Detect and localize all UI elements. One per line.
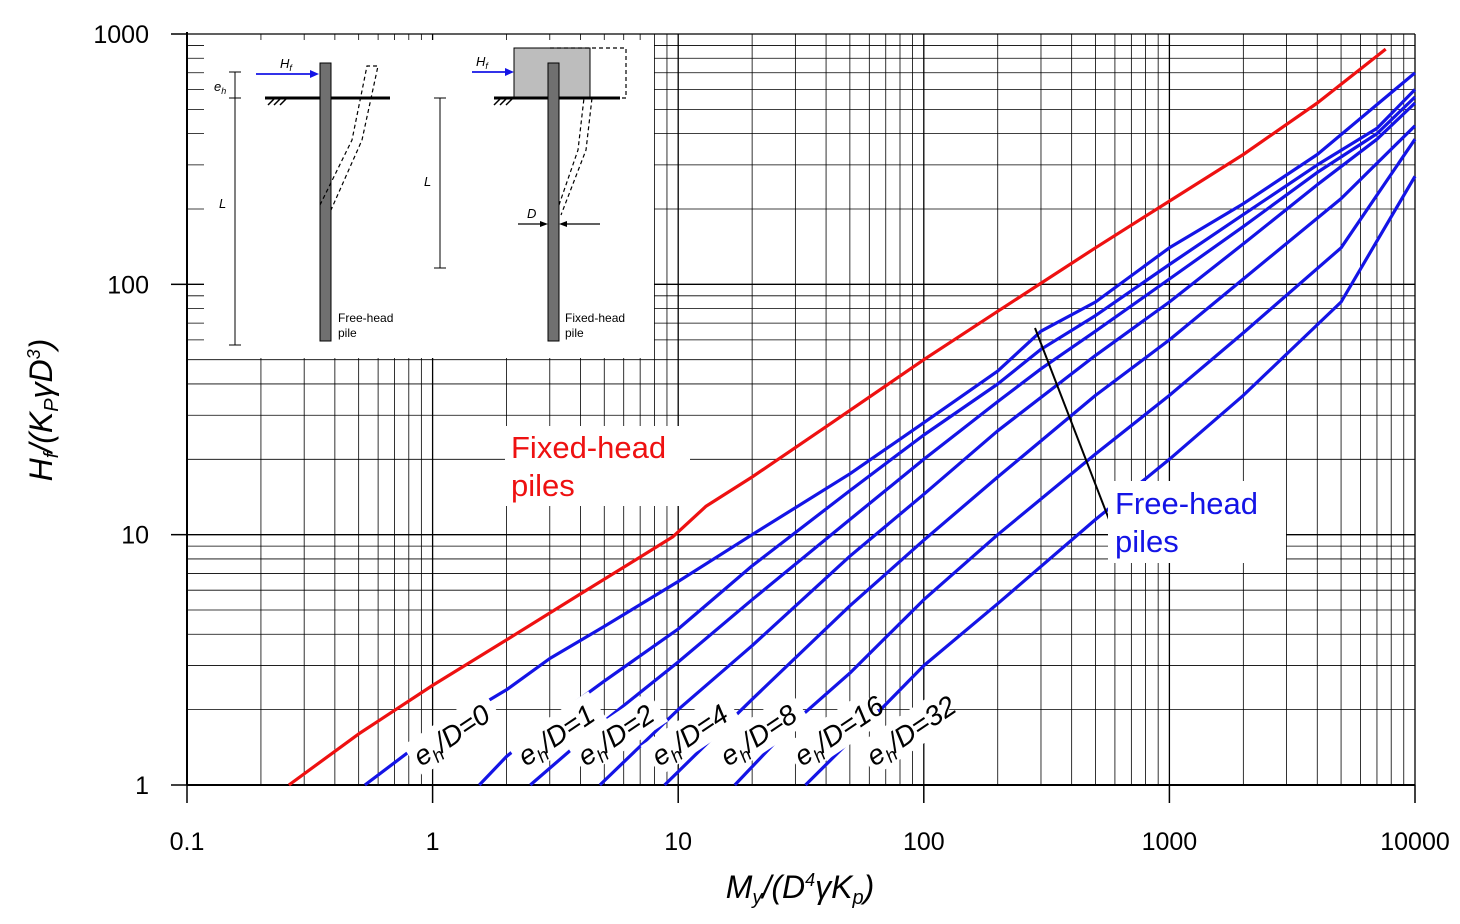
ground-hatch	[505, 98, 513, 106]
y-tick-label: 10	[121, 522, 149, 550]
series-label-bg	[402, 691, 504, 776]
x-tick-label: 0.1	[170, 828, 205, 856]
series-label-bg	[507, 691, 609, 776]
series-line	[363, 71, 1417, 787]
diameter-label: D	[527, 206, 536, 221]
free-head-pile-diagram: Hf eh L Free-head pile	[214, 56, 393, 346]
free-head-pile-label: Free-head pile	[338, 311, 393, 340]
ground-hatch	[493, 98, 501, 106]
force-label: Hf	[280, 56, 293, 73]
diameter-arrowhead-left	[540, 221, 548, 227]
ground-hatch	[267, 98, 275, 106]
free-head-pile	[319, 62, 332, 342]
diameter-arrowhead-right	[559, 221, 567, 227]
fixed-head-annotation-bg	[505, 426, 690, 506]
length-label: L	[424, 174, 431, 189]
fixed-head-pile-diagram: Hf L D Fixed-head pile	[424, 47, 627, 342]
series-line	[663, 124, 1417, 787]
x-tick-label: 100	[903, 828, 945, 856]
y-tick-label: 1	[135, 772, 149, 800]
free-head-annotation: Free-head piles	[1115, 486, 1267, 559]
fixed-head-pile-label: Fixed-head pile	[565, 311, 625, 340]
fixed-head-pile	[547, 62, 560, 342]
series-line	[529, 95, 1417, 787]
y-tick-label: 100	[107, 271, 149, 299]
inset-schematic: Hf eh L Free-head pile Hf L	[204, 40, 654, 358]
x-tick-labels: 0.1 1 10 100 1000 10000	[170, 828, 1450, 856]
x-tick-label: 1	[426, 828, 440, 856]
force-arrowhead	[310, 70, 319, 78]
series-label-bg	[783, 691, 885, 776]
deflected-pile-outline	[319, 65, 379, 211]
free-head-pointer-line	[1034, 327, 1111, 523]
x-tick-label: 1000	[1142, 828, 1198, 856]
force-arrowhead	[505, 68, 514, 76]
x-tick-label: 10000	[1380, 828, 1450, 856]
force-label: Hf	[476, 54, 489, 71]
series-label-bg	[709, 691, 811, 776]
x-tick-label: 10	[664, 828, 692, 856]
free-head-annotation-bg	[1108, 481, 1286, 563]
series-line	[598, 101, 1417, 787]
series-label-bg	[640, 691, 743, 776]
plot-frame	[171, 32, 1416, 803]
y-axis-label: Hf/(KPγD3)	[23, 339, 63, 482]
y-tick-labels: 1 10 100 1000	[93, 21, 149, 800]
series-line	[733, 138, 1417, 787]
series-line	[287, 47, 1387, 787]
x-axis-label: My/(D4γKp)	[726, 869, 874, 909]
fixed-head-annotation: Fixed-head piles	[511, 430, 675, 503]
ground-hatch	[279, 98, 287, 106]
y-tick-label: 1000	[93, 21, 149, 49]
deflected-pile-outline	[558, 97, 593, 216]
ground-hatch	[273, 98, 281, 106]
ground-hatch	[499, 98, 507, 106]
length-label: L	[219, 196, 226, 211]
eccentricity-label: eh	[214, 79, 226, 96]
series-label-bg	[855, 691, 957, 776]
series-label-bg	[566, 691, 669, 776]
